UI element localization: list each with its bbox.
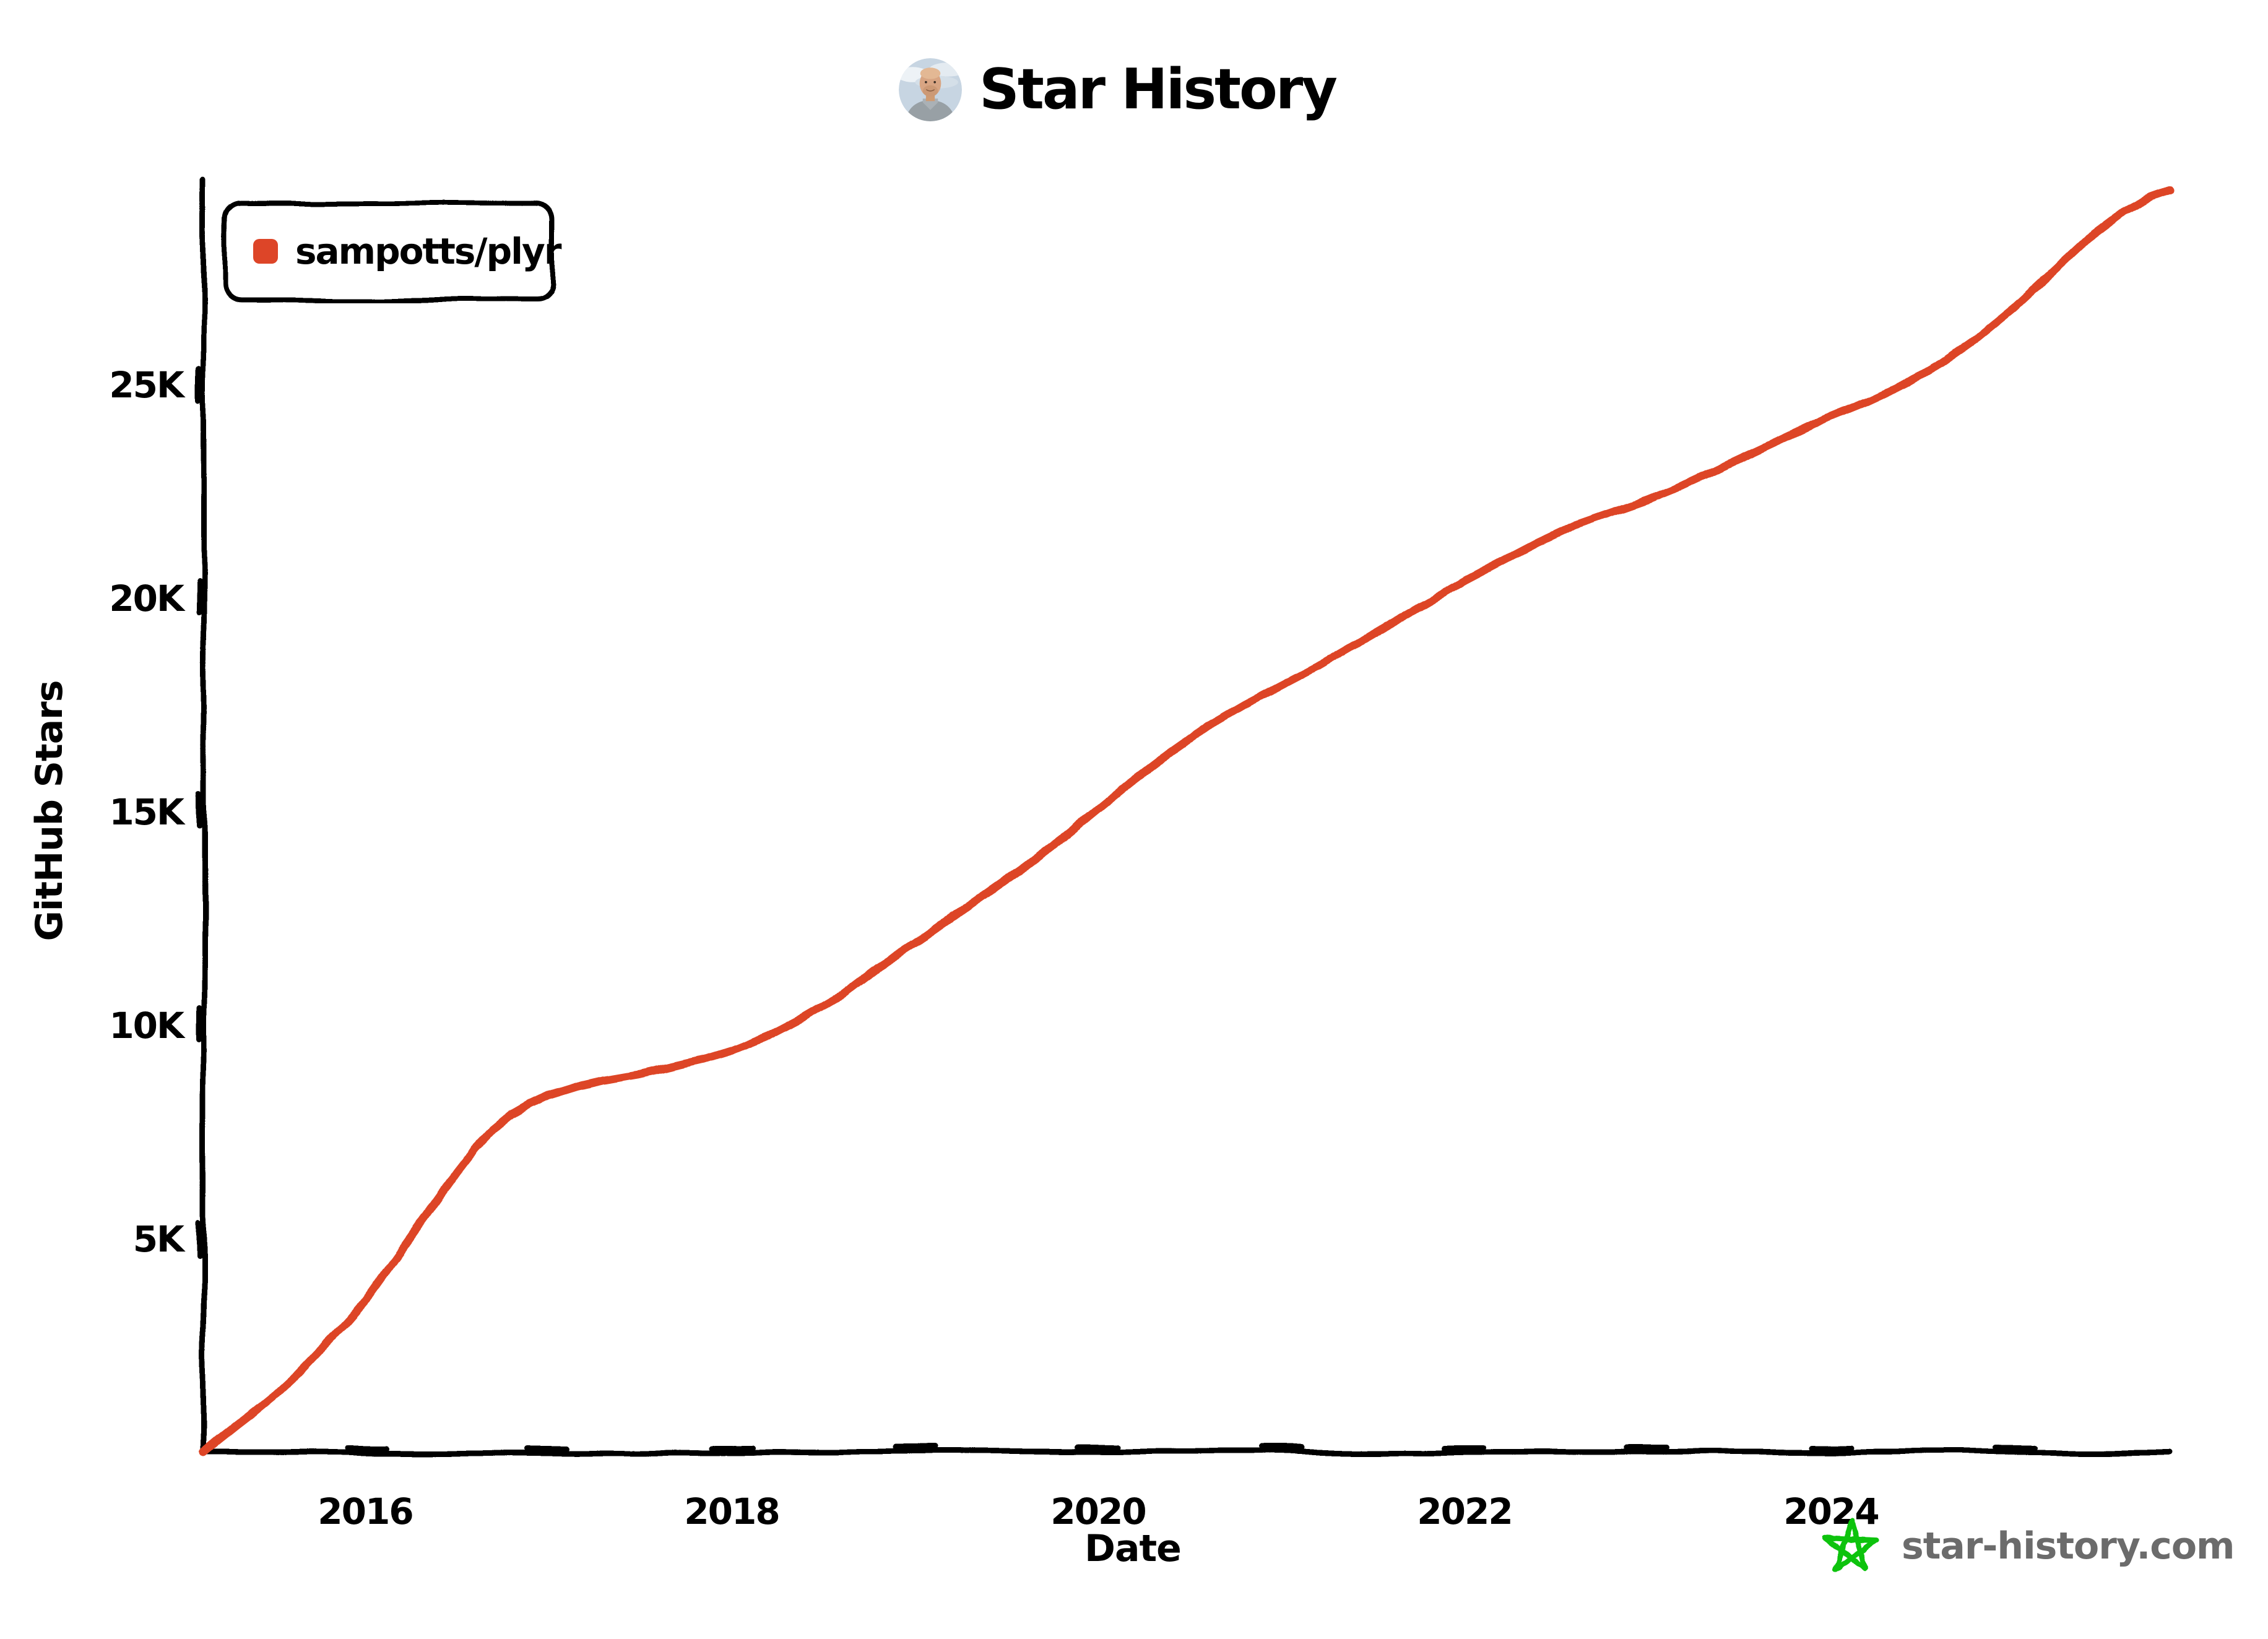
y-axis-title: GitHub Stars <box>28 681 71 941</box>
y-tick-label-15K: 15K <box>109 791 186 833</box>
x-tick-label-2022: 2022 <box>1417 1490 1512 1533</box>
chart-title: Star History <box>899 57 1338 122</box>
watermark[interactable]: star-history.com <box>1821 1516 2235 1576</box>
y-tick-label-25K: 25K <box>109 364 186 406</box>
legend-marker <box>253 239 278 264</box>
y-tick-label-20K: 20K <box>109 577 186 620</box>
avatar <box>899 58 962 121</box>
x-tick-label-2024: 2024 <box>1783 1490 1878 1533</box>
x-axis-title: Date <box>1084 1527 1181 1570</box>
star-icon <box>1822 1518 1879 1573</box>
x-tick-label-2020: 2020 <box>1050 1490 1145 1533</box>
y-tick-label-5K: 5K <box>133 1218 186 1260</box>
watermark-text: star-history.com <box>1902 1524 2235 1568</box>
x-tick-label-2018: 2018 <box>684 1490 779 1533</box>
legend: sampotts/plyr <box>226 202 561 300</box>
series-line-sampotts-plyr <box>200 186 2175 1456</box>
series-lines <box>200 186 2175 1456</box>
axes <box>196 176 2171 1455</box>
title-text: Star History <box>979 57 1338 122</box>
avatar-image <box>899 58 962 121</box>
y-tick-label-10K: 10K <box>109 1005 186 1047</box>
axis-labels: Date GitHub Stars 5K 10K 15K 20K 25K 2016 2018… <box>28 364 1880 1570</box>
legend-box <box>223 200 555 303</box>
x-tick-label-2016: 2016 <box>318 1490 412 1533</box>
legend-label: sampotts/plyr <box>295 230 561 272</box>
axis-spine <box>201 176 2171 1455</box>
